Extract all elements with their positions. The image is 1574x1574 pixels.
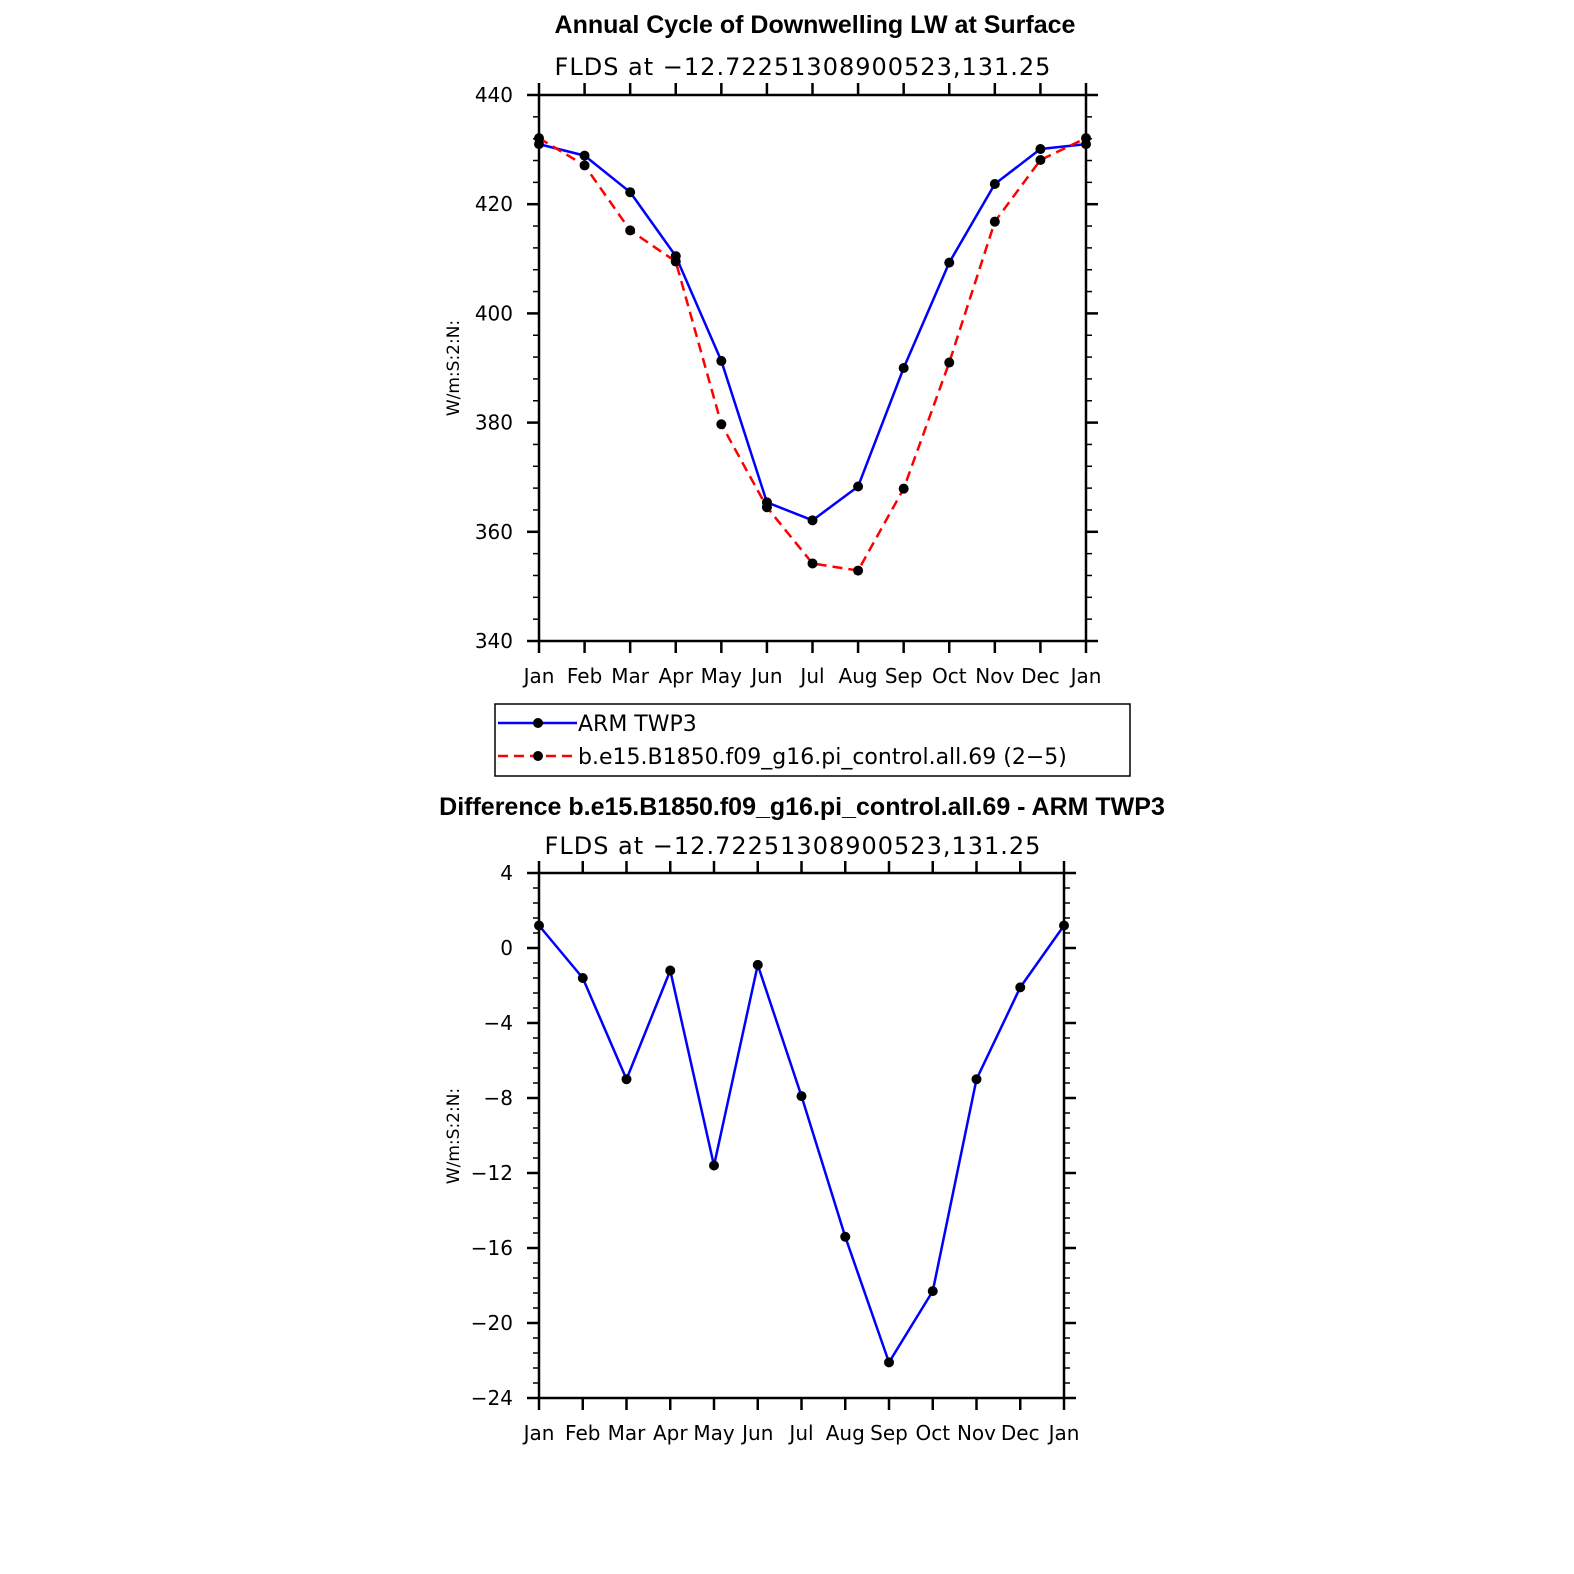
data-point bbox=[807, 558, 818, 569]
y-tick-label: 0 bbox=[500, 936, 513, 960]
data-point bbox=[853, 565, 864, 576]
x-tick-label: Nov bbox=[975, 664, 1014, 688]
difference-chart: Difference b.e15.B1850.f09_g16.pi_contro… bbox=[439, 793, 1165, 1445]
y-tick-label: 360 bbox=[475, 520, 513, 544]
y-tick-label: −24 bbox=[471, 1386, 513, 1410]
x-tick-label: Jan bbox=[522, 1421, 555, 1445]
y-tick-label: −4 bbox=[484, 1011, 513, 1035]
data-point bbox=[665, 965, 676, 976]
series-line-0 bbox=[538, 924, 1066, 1364]
data-point bbox=[625, 187, 636, 198]
x-tick-label: Jun bbox=[749, 664, 782, 688]
y-tick-label: −12 bbox=[471, 1161, 513, 1185]
series-line-0 bbox=[538, 142, 1087, 522]
data-point bbox=[927, 1286, 938, 1297]
data-point bbox=[621, 1074, 632, 1085]
data-point bbox=[853, 481, 864, 492]
x-tick-label: Mar bbox=[611, 664, 650, 688]
x-tick-label: Dec bbox=[1001, 1421, 1040, 1445]
tick-marks bbox=[527, 861, 1076, 1410]
plot-area bbox=[534, 920, 1069, 1368]
chart-title: Annual Cycle of Downwelling LW at Surfac… bbox=[555, 11, 1076, 39]
x-tick-label: May bbox=[693, 1421, 735, 1445]
y-tick-label: −16 bbox=[471, 1236, 513, 1260]
plot-area bbox=[534, 133, 1091, 576]
data-point bbox=[752, 959, 763, 970]
y-tick-label: 400 bbox=[475, 301, 513, 325]
x-tick-label: Jan bbox=[522, 664, 555, 688]
x-tick-label: Nov bbox=[957, 1421, 996, 1445]
y-tick-label: 380 bbox=[475, 411, 513, 435]
data-point bbox=[944, 257, 955, 268]
data-point bbox=[807, 515, 818, 526]
legend-marker-arm bbox=[533, 718, 543, 728]
x-tick-label: Jul bbox=[787, 1421, 813, 1445]
annual-cycle-chart: Annual Cycle of Downwelling LW at Surfac… bbox=[444, 11, 1101, 688]
tick-marks bbox=[527, 83, 1098, 653]
x-tick-label: Sep bbox=[870, 1421, 908, 1445]
data-point bbox=[1035, 154, 1046, 165]
x-tick-labels: Jan Feb Mar Apr May Jun Jul Aug Sep Oct Nov Dec Jan bbox=[522, 1421, 1080, 1445]
x-tick-label: Oct bbox=[915, 1421, 950, 1445]
x-tick-label: Jan bbox=[1047, 1421, 1080, 1445]
y-tick-label: 420 bbox=[475, 192, 513, 216]
data-point bbox=[796, 1091, 807, 1102]
chart-subtitle: FLDS at −12.72251308900523,131.25 bbox=[545, 832, 1042, 860]
x-tick-label: Feb bbox=[567, 664, 602, 688]
x-tick-label: Jun bbox=[740, 1421, 773, 1445]
y-tick-labels: 340 360 380 400 420 440 bbox=[475, 83, 513, 653]
data-point bbox=[716, 355, 727, 366]
legend-label-arm: ARM TWP3 bbox=[578, 712, 697, 737]
data-point bbox=[670, 256, 681, 267]
data-point bbox=[716, 419, 727, 430]
y-tick-label: 4 bbox=[500, 861, 513, 885]
y-axis-label: W/m:S:2:N: bbox=[444, 1088, 464, 1184]
x-tick-label: Jul bbox=[798, 664, 824, 688]
x-tick-label: Sep bbox=[885, 664, 923, 688]
data-point bbox=[1015, 982, 1026, 993]
y-axis-label: W/m:S:2:N: bbox=[444, 320, 464, 416]
y-tick-label: 340 bbox=[475, 629, 513, 653]
data-point bbox=[577, 973, 588, 983]
legend-marker-model bbox=[533, 751, 543, 761]
data-point bbox=[761, 502, 772, 513]
x-tick-labels: Jan Feb Mar Apr May Jun Jul Aug Sep Oct Nov Dec Jan bbox=[522, 664, 1102, 688]
data-point bbox=[579, 150, 590, 161]
y-tick-label: −20 bbox=[471, 1311, 513, 1335]
axes-frame bbox=[537, 871, 1066, 1400]
x-tick-label: Oct bbox=[932, 664, 967, 688]
x-tick-label: Aug bbox=[839, 664, 878, 688]
chart-subtitle: FLDS at −12.72251308900523,131.25 bbox=[555, 53, 1052, 81]
data-point bbox=[884, 1357, 894, 1368]
y-tick-label: −8 bbox=[484, 1086, 513, 1110]
data-point bbox=[989, 178, 1000, 189]
chart-title: Difference b.e15.B1850.f09_g16.pi_contro… bbox=[439, 793, 1165, 821]
x-tick-label: Dec bbox=[1021, 664, 1060, 688]
y-tick-labels: −24 −20 −16 −12 −8 −4 0 4 bbox=[471, 861, 513, 1410]
x-tick-label: Jan bbox=[1069, 664, 1102, 688]
legend-label-model: b.e15.B1850.f09_g16.pi_control.all.69 (2… bbox=[578, 745, 1067, 770]
legend-box bbox=[494, 703, 1131, 777]
legend: ARM TWP3 b.e15.B1850.f09_g16.pi_control.… bbox=[494, 703, 1131, 777]
x-tick-label: Aug bbox=[826, 1421, 865, 1445]
data-point bbox=[989, 216, 1000, 227]
data-point bbox=[625, 225, 636, 236]
data-point bbox=[898, 363, 909, 373]
x-tick-label: Apr bbox=[653, 1421, 688, 1445]
axes-frame bbox=[537, 93, 1088, 643]
series-line-1 bbox=[538, 137, 1087, 572]
x-tick-label: Apr bbox=[658, 664, 693, 688]
data-point bbox=[1035, 144, 1046, 155]
x-tick-label: May bbox=[701, 664, 743, 688]
x-tick-label: Mar bbox=[608, 1421, 647, 1445]
data-point bbox=[944, 357, 955, 368]
data-point bbox=[840, 1231, 851, 1242]
y-tick-label: 440 bbox=[475, 83, 513, 107]
data-point bbox=[971, 1074, 982, 1085]
data-point bbox=[709, 1160, 719, 1171]
x-tick-label: Feb bbox=[565, 1421, 600, 1445]
data-point bbox=[898, 483, 909, 494]
data-point bbox=[579, 160, 590, 171]
